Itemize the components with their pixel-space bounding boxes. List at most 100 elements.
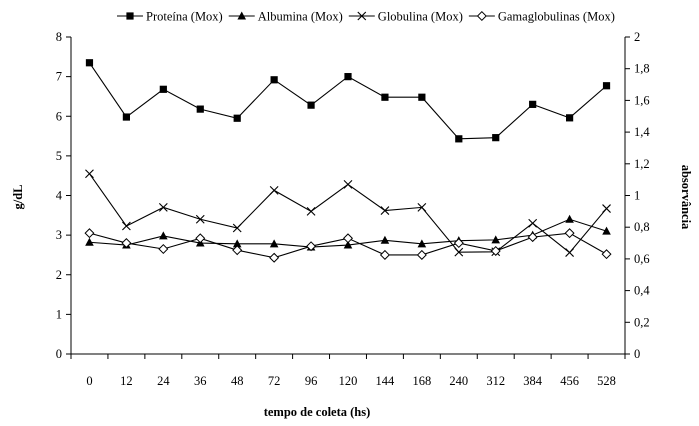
data-point-proteina-mox (122, 113, 130, 121)
y-tick-label: 7 (56, 70, 62, 84)
marker-stroke (454, 247, 464, 257)
data-point-albumina-mox (343, 240, 353, 249)
legend-item-proteina-mox: Proteína (Mox) (117, 9, 223, 23)
data-point-proteina-mox (85, 59, 94, 67)
data-point-proteina-mox (159, 85, 167, 93)
data-point-gamaglobulinas-mox (564, 228, 575, 239)
marker-stroke (380, 206, 390, 215)
x-tick-label: 312 (486, 374, 505, 388)
marker-stroke (85, 169, 94, 179)
y2-tick-label: 0,4 (634, 284, 650, 298)
data-point-globulina-mox (195, 214, 205, 224)
y2-tick-label: 0,2 (634, 315, 650, 329)
x-tick-label: 96 (305, 374, 318, 388)
y-tick-label: 1 (56, 307, 62, 321)
y2-tick-label: 2 (634, 30, 640, 44)
data-point-gamaglobulinas-mox (158, 243, 169, 255)
data-point-globulina-mox (528, 218, 538, 228)
legend-marker (476, 10, 487, 22)
data-point-gamaglobulinas-mox (490, 245, 501, 256)
x-tick-label: 240 (449, 374, 468, 388)
data-point-albumina-mox (269, 239, 279, 248)
y2-tick-label: 0 (634, 347, 640, 361)
data-point-proteina-mox (529, 100, 537, 108)
data-point-gamaglobulinas-mox (453, 238, 464, 249)
legend-item-gamaglobulinas-mox: Gamaglobulinas (Mox) (468, 9, 615, 23)
y2-axis-title: absorvância (679, 165, 693, 230)
marker-stroke (343, 180, 353, 189)
y2-tick-label: 1,8 (634, 62, 650, 76)
data-point-albumina-mox (602, 226, 611, 235)
legend-item-globulina-mox: Globulina (Mox) (348, 9, 463, 23)
x-tick-label: 168 (412, 374, 431, 388)
x-tick-label: 12 (120, 374, 133, 388)
data-point-globulina-mox (306, 206, 316, 216)
x-axis-title: tempo de coleta (hs) (264, 405, 371, 419)
x-tick-label: 384 (523, 374, 543, 388)
data-point-gamaglobulinas-mox (84, 228, 95, 239)
data-point-globulina-mox (269, 185, 279, 195)
data-point-albumina-mox (380, 235, 390, 244)
data-point-globulina-mox (85, 169, 94, 179)
data-point-gamaglobulinas-mox (601, 249, 612, 260)
data-point-gamaglobulinas-mox (342, 233, 354, 244)
x-tick-label: 48 (231, 374, 244, 388)
data-point-albumina-mox (85, 237, 94, 246)
x-tick-label: 456 (560, 374, 579, 388)
data-point-globulina-mox (343, 180, 353, 189)
marker-stroke (269, 185, 279, 195)
x-tick-label: 120 (339, 374, 358, 388)
marker-stroke (565, 248, 574, 257)
series-gamaglobulinas-mox (84, 228, 612, 263)
data-point-gamaglobulinas-mox (269, 252, 280, 263)
data-point-globulina-mox (454, 247, 464, 257)
data-point-albumina-mox (417, 239, 427, 248)
y-tick-label: 0 (56, 347, 62, 361)
y2-tick-label: 0,6 (634, 252, 650, 266)
data-point-globulina-mox (417, 202, 427, 212)
data-point-gamaglobulinas-mox (527, 232, 538, 243)
y-axis-title: g/dL (11, 184, 25, 209)
x-tick-label: 528 (597, 374, 616, 388)
legend-label: Globulina (Mox) (378, 9, 463, 23)
data-point-proteina-mox (566, 114, 574, 122)
data-point-proteina-mox (492, 134, 500, 142)
y2-tick-label: 0,8 (634, 220, 650, 234)
marker-stroke (232, 223, 242, 233)
data-point-proteina-mox (455, 135, 463, 143)
data-point-proteina-mox (344, 73, 352, 81)
marker-stroke (158, 202, 168, 212)
data-point-gamaglobulinas-mox (379, 249, 390, 260)
marker-stroke (195, 214, 205, 224)
data-point-globulina-mox (232, 223, 242, 233)
y2-tick-label: 1,4 (634, 125, 650, 139)
data-point-proteina-mox (196, 105, 204, 113)
x-tick-label: 144 (376, 374, 396, 388)
data-point-globulina-mox (602, 204, 611, 213)
data-point-globulina-mox (158, 202, 168, 212)
data-point-albumina-mox (159, 231, 168, 240)
data-point-gamaglobulinas-mox (121, 238, 132, 249)
data-point-proteina-mox (381, 93, 389, 101)
data-point-proteina-mox (233, 114, 241, 122)
x-tick-label: 36 (194, 374, 207, 388)
data-point-albumina-mox (232, 239, 242, 248)
marker-stroke (122, 221, 131, 231)
legend-marker (237, 11, 247, 20)
data-point-globulina-mox (122, 221, 131, 231)
series-proteina-mox (85, 59, 611, 143)
y-tick-label: 8 (56, 30, 62, 44)
data-point-albumina-mox (565, 214, 574, 223)
y-tick-label: 2 (56, 268, 62, 282)
legend-item-albumina-mox: Albumina (Mox) (228, 9, 343, 23)
marker-stroke (602, 204, 611, 213)
marker-stroke (357, 11, 367, 21)
legend: Proteína (Mox) Albumina (Mox) Globulina (M… (117, 9, 615, 23)
data-point-proteina-mox (307, 101, 315, 109)
marker-stroke (417, 202, 427, 212)
data-point-proteina-mox (270, 76, 278, 84)
marker-stroke (306, 206, 316, 216)
legend-marker (126, 12, 134, 20)
